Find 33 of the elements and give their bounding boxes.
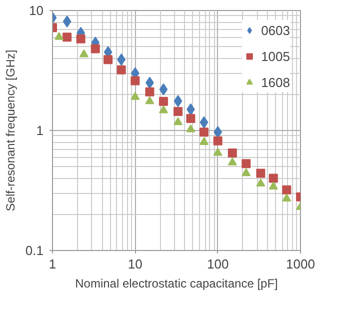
x-tick-label: 1 <box>48 256 56 272</box>
x-tick-label: 100 <box>206 256 229 272</box>
y-tick-label: 1 <box>36 123 44 138</box>
point <box>76 34 86 44</box>
point <box>200 116 208 128</box>
y-tick-label: 10 <box>29 3 44 18</box>
y-axis-title: Self-resonant frequency [GHz] <box>3 50 18 212</box>
legend-label: 1005 <box>261 48 290 64</box>
point <box>158 96 168 106</box>
point <box>213 136 222 146</box>
point <box>130 76 140 86</box>
point <box>90 44 100 54</box>
point <box>145 87 154 96</box>
legend-label: 0603 <box>261 22 290 38</box>
point <box>268 174 278 183</box>
point <box>199 128 208 137</box>
point <box>159 83 168 96</box>
point <box>174 95 182 108</box>
point <box>174 106 183 116</box>
point <box>242 159 251 168</box>
point <box>282 185 292 194</box>
legend-label: 1608 <box>261 74 290 90</box>
point <box>62 15 72 28</box>
point <box>256 168 266 178</box>
point <box>62 32 72 42</box>
point <box>104 55 113 64</box>
x-axis-title: Nominal electrostatic capacitance [pF] <box>75 276 278 290</box>
point <box>186 114 196 123</box>
x-tick-label: 10 <box>128 256 142 272</box>
x-tick-label: 1000 <box>286 256 315 272</box>
point <box>228 148 237 158</box>
y-tick-label: 0.1 <box>25 243 44 258</box>
point <box>116 65 126 74</box>
